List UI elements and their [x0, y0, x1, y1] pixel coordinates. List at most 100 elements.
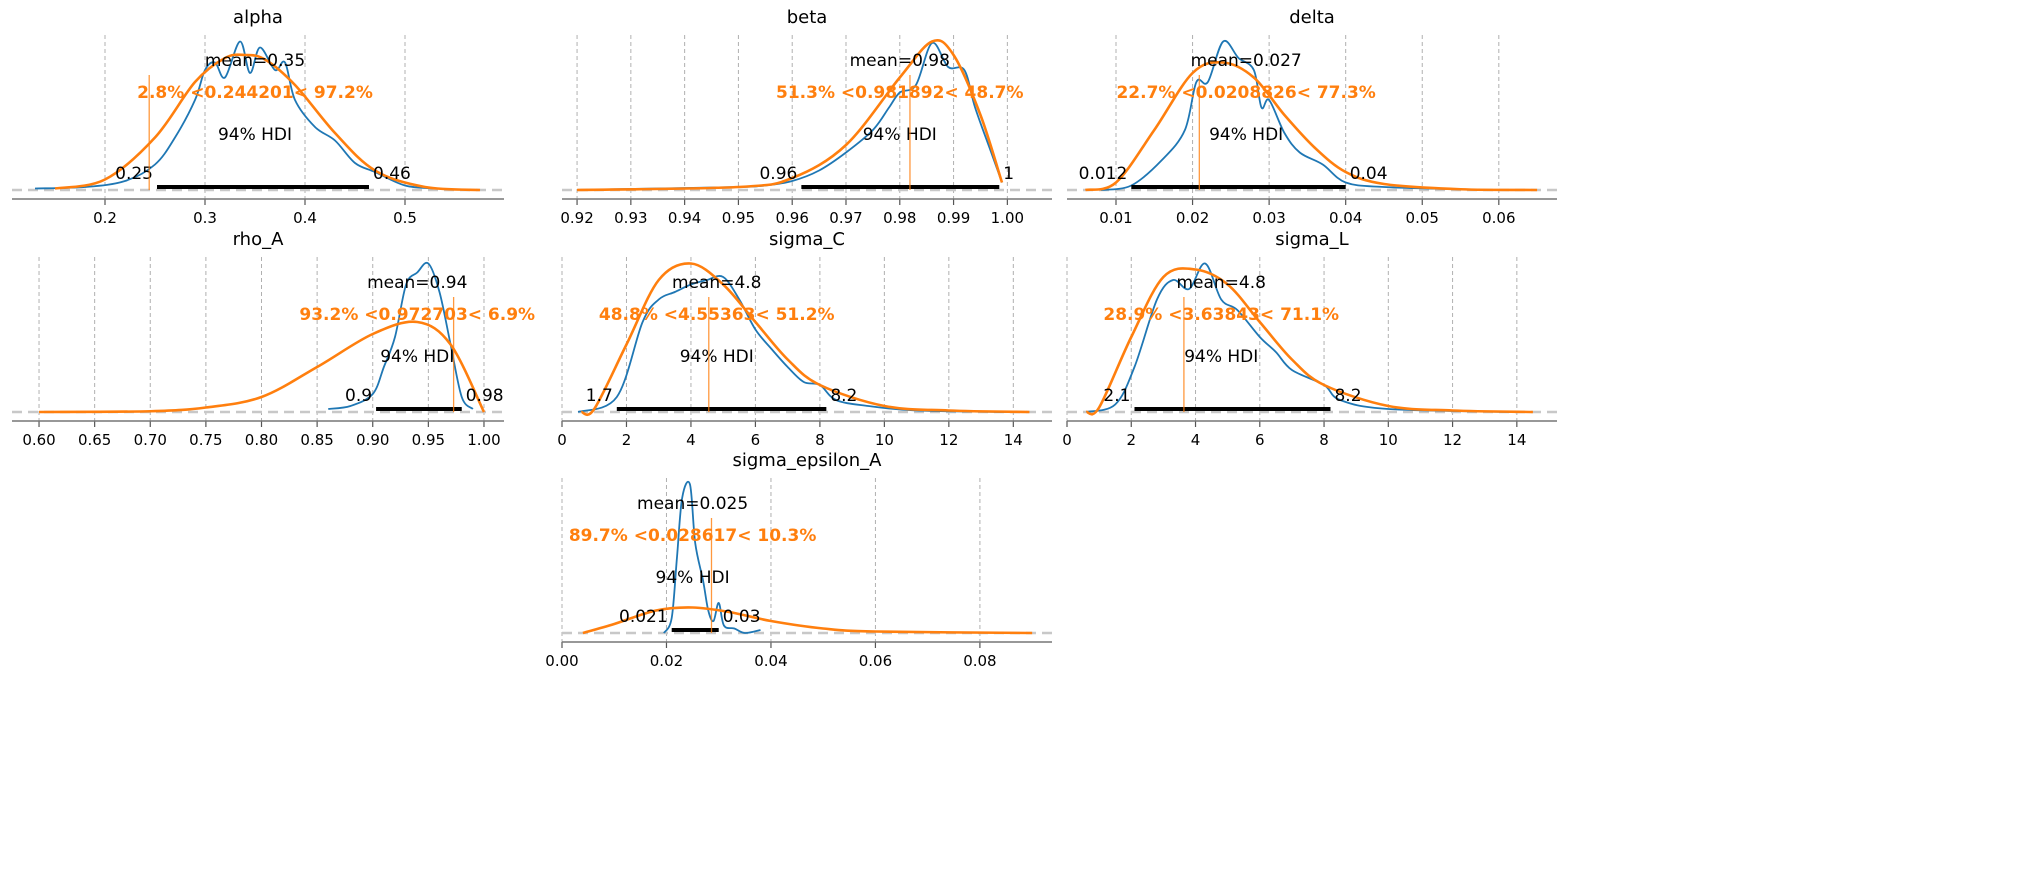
tick-label: 0.98: [883, 209, 916, 227]
tick-label: 0.03: [1252, 209, 1285, 227]
hdi-lower-label: 0.9: [345, 386, 372, 406]
reference-label: 28.9% <3.63843< 71.1%: [1103, 305, 1339, 325]
tick-label: 0.05: [1406, 209, 1439, 227]
tick-label: 0.65: [78, 431, 111, 449]
tick-label: 0.90: [356, 431, 389, 449]
tick-label: 0.4: [293, 209, 317, 227]
mean-label: mean=0.027: [1191, 51, 1302, 71]
prior-density-line: [39, 320, 486, 414]
posterior-density-line: [663, 480, 761, 634]
tick-label: 10: [875, 431, 894, 449]
mean-label: mean=0.025: [637, 494, 748, 514]
reference-label: 89.7% <0.028617< 10.3%: [569, 526, 817, 546]
tick-label: 0.96: [776, 209, 809, 227]
tick-label: 0.97: [829, 209, 862, 227]
tick-label: 0.80: [245, 431, 278, 449]
tick-label: 14: [1004, 431, 1023, 449]
hdi-upper-label: 0.46: [373, 164, 411, 184]
hdi-lower-label: 2.1: [1103, 386, 1130, 406]
tick-label: 0.02: [1176, 209, 1209, 227]
panel-title: delta: [1289, 7, 1335, 28]
panel-title: alpha: [233, 7, 283, 28]
posterior-density-line: [577, 275, 1014, 413]
hdi-lower-label: 0.012: [1079, 164, 1128, 184]
tick-label: 2: [1126, 431, 1136, 449]
hdi-upper-label: 8.2: [830, 386, 857, 406]
hdi-label: 94% HDI: [1184, 347, 1258, 367]
panel-beta: beta 0.92 0.93 0.94 0.95 0.96 0.97 0.98 0.99 1.00…: [560, 7, 1052, 227]
posterior-density-line: [1100, 39, 1461, 191]
mean-label: mean=4.8: [1176, 273, 1266, 293]
tick-label: 0.95: [412, 431, 445, 449]
hdi-lower-label: 0.021: [619, 607, 668, 627]
reference-label: 2.8% <0.244201< 97.2%: [137, 83, 373, 103]
prior-density-line: [582, 606, 1033, 635]
hdi-label: 94% HDI: [380, 347, 454, 367]
prior-density-line: [54, 53, 481, 192]
prior-density-line: [581, 262, 1030, 417]
tick-label: 1.00: [991, 209, 1024, 227]
tick-label: 0.3: [193, 209, 217, 227]
tick-label: 0.04: [1329, 209, 1362, 227]
hdi-label: 94% HDI: [680, 347, 754, 367]
mean-label: mean=0.94: [367, 273, 467, 293]
hdi-upper-label: 0.98: [466, 386, 504, 406]
tick-label: 8: [815, 431, 825, 449]
mean-label: mean=0.35: [205, 51, 305, 71]
tick-label: 0.93: [614, 209, 647, 227]
tick-label: 8: [1319, 431, 1329, 449]
tick-label: 0.70: [134, 431, 167, 449]
posterior-density-line: [328, 261, 474, 410]
panel-title: rho_A: [233, 229, 285, 250]
tick-label: 0.99: [937, 209, 970, 227]
tick-label: 6: [1255, 431, 1265, 449]
tick-label: 0.60: [22, 431, 55, 449]
reference-label: 93.2% <0.972703< 6.9%: [299, 305, 535, 325]
prior-density-line: [1085, 267, 1533, 416]
tick-label: 6: [751, 431, 761, 449]
hdi-upper-label: 8.2: [1334, 386, 1361, 406]
panel-rho-A: rho_A 0.60 0.65 0.70 0.75 0.80 0.85 0.90 0.95 1.0…: [12, 229, 535, 449]
tick-label: 12: [939, 431, 958, 449]
tick-label: 0.02: [650, 652, 683, 670]
panel-title: sigma_L: [1275, 229, 1348, 250]
tick-label: 10: [1379, 431, 1398, 449]
reference-label: 22.7% <0.0208826< 77.3%: [1116, 83, 1375, 103]
tick-label: 0.5: [393, 209, 417, 227]
tick-label: 0.85: [300, 431, 333, 449]
tick-label: 0: [1062, 431, 1072, 449]
mean-label: mean=0.98: [850, 51, 950, 71]
tick-label: 0.08: [963, 652, 996, 670]
prior-density-line: [1085, 60, 1538, 192]
reference-label: 48.8% <4.55363< 51.2%: [599, 305, 835, 325]
hdi-lower-label: 1.7: [586, 386, 613, 406]
tick-label: 2: [622, 431, 632, 449]
hdi-label: 94% HDI: [863, 125, 937, 145]
tick-label: 0.04: [754, 652, 787, 670]
tick-label: 0.95: [722, 209, 755, 227]
hdi-upper-label: 0.04: [1350, 164, 1388, 184]
panel-sigma-epsilon-A: sigma_epsilon_A 0.00 0.02 0.04 0.06 0.08 0.021…: [545, 450, 1052, 670]
hdi-label: 94% HDI: [218, 125, 292, 145]
hdi-label: 94% HDI: [656, 568, 730, 588]
hdi-lower-label: 0.96: [759, 164, 797, 184]
tick-label: 0.06: [859, 652, 892, 670]
panel-title: sigma_epsilon_A: [733, 450, 883, 471]
hdi-upper-label: 1: [1003, 164, 1014, 184]
tick-label: 12: [1443, 431, 1462, 449]
reference-label: 51.3% <0.981892< 48.7%: [776, 83, 1024, 103]
tick-label: 0.92: [560, 209, 593, 227]
panel-title: sigma_C: [769, 229, 845, 250]
tick-label: 0.2: [93, 209, 117, 227]
posterior-density-line: [34, 40, 436, 190]
panel-delta: delta 0.01 0.02 0.03 0.04 0.05 0.06 0.012 0.04 94…: [1067, 7, 1557, 227]
posterior-density-line: [1086, 262, 1517, 413]
tick-label: 0.01: [1099, 209, 1132, 227]
tick-label: 0.06: [1482, 209, 1515, 227]
tick-label: 0.00: [545, 652, 578, 670]
tick-label: 14: [1507, 431, 1526, 449]
mean-label: mean=4.8: [672, 273, 762, 293]
tick-label: 4: [1191, 431, 1201, 449]
hdi-upper-label: 0.03: [723, 607, 761, 627]
